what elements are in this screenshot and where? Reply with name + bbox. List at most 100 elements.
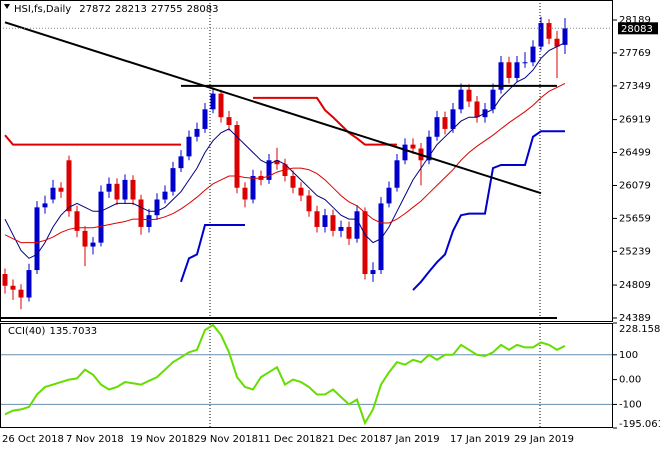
candle-body <box>562 28 568 45</box>
candle-body <box>290 175 296 188</box>
candle-body <box>322 215 328 227</box>
candle-body <box>90 242 96 247</box>
candle-body <box>426 136 432 161</box>
last-open: 27872 <box>79 4 111 15</box>
candle-body <box>554 38 560 47</box>
x-tick-label: 21 Dec 2018 <box>322 434 386 445</box>
x-tick-label: 17 Jan 2019 <box>450 434 510 445</box>
cci-last: 135.7033 <box>49 326 97 337</box>
candle-body <box>394 160 400 188</box>
candle-body <box>386 187 392 204</box>
candle-body <box>34 207 40 271</box>
y-tick-label: 27769 <box>619 48 651 59</box>
y-tick-label: -195.061 <box>619 419 660 430</box>
y-tick-label: 27349 <box>619 81 651 92</box>
chart-title: HSI,fs,Daily <box>14 4 71 15</box>
candle-body <box>250 175 256 200</box>
candle-body <box>10 285 16 290</box>
header-icon <box>4 4 10 9</box>
y-tick-label: 26919 <box>619 115 651 126</box>
x-tick-label: 29 Jan 2019 <box>514 434 574 445</box>
candle-body <box>474 101 480 118</box>
candle-body <box>274 160 280 165</box>
candle-body <box>498 62 504 90</box>
candle-body <box>490 89 496 110</box>
candle-body <box>538 23 544 47</box>
candle-body <box>330 215 336 231</box>
candle-body <box>146 215 152 227</box>
x-tick-label: 7 Jan 2019 <box>386 434 440 445</box>
candle-body <box>434 117 440 137</box>
y-tick-label: 26079 <box>619 180 651 191</box>
candle-body <box>26 270 32 298</box>
candle-body <box>346 226 352 239</box>
candle-body <box>114 183 120 200</box>
candle-body <box>2 274 8 286</box>
indicator-line <box>4 82 566 244</box>
candle-body <box>194 128 200 137</box>
candle-body <box>66 160 72 212</box>
indicator-line <box>180 130 565 291</box>
candle-body <box>42 203 48 208</box>
y-tick-label: 25659 <box>619 213 651 224</box>
last-low: 27755 <box>151 4 183 15</box>
last-close: 28083 <box>187 4 219 15</box>
candle-body <box>210 93 216 110</box>
candle-body <box>234 125 240 188</box>
candle-body <box>546 23 552 39</box>
candle-body <box>58 187 64 192</box>
candle-body <box>162 191 168 200</box>
candle-body <box>266 160 272 180</box>
x-tick-label: 19 Nov 2018 <box>130 434 194 445</box>
candle-body <box>202 109 208 129</box>
y-tick-label: 24809 <box>619 280 651 291</box>
candle-body <box>242 187 248 200</box>
chart-header: HSI,fs,Daily 27872 28213 27755 28083 <box>14 4 218 15</box>
indicator-line <box>4 96 397 146</box>
main-frame <box>0 0 613 322</box>
x-tick-label: 26 Oct 2018 <box>2 434 64 445</box>
candle-body <box>154 199 160 216</box>
candle-body <box>378 203 384 271</box>
x-tick-label: 7 Nov 2018 <box>66 434 124 445</box>
y-tick-label: -100 <box>619 399 642 410</box>
candle-body <box>218 93 224 118</box>
cci-frame <box>0 323 613 428</box>
candle-body <box>138 199 144 227</box>
y-tick-label: 0.00 <box>619 375 641 386</box>
last-high: 28213 <box>115 4 147 15</box>
candle-body <box>338 226 344 231</box>
candle-body <box>522 62 528 64</box>
candle-body <box>130 179 136 200</box>
candle-body <box>442 117 448 129</box>
candle-body <box>106 183 112 192</box>
candle-body <box>314 211 320 227</box>
candle-body <box>458 89 464 110</box>
price-box-label: 28083 <box>621 24 653 35</box>
candle-body <box>226 117 232 126</box>
candle-body <box>98 191 104 243</box>
candle-body <box>170 168 176 192</box>
candle-body <box>410 144 416 149</box>
plot-layer: 28189 27769 27349 26919 26499 26079 25659 25239… <box>0 15 660 445</box>
candle-body <box>362 211 368 275</box>
candle-body <box>18 289 24 298</box>
x-tick-label: 29 Nov 2018 <box>194 434 258 445</box>
indicator-line <box>4 42 566 259</box>
candle-body <box>370 270 376 275</box>
candle-body <box>298 187 304 196</box>
cci-title: CCI(40) <box>8 326 46 337</box>
y-tick-label: 25239 <box>619 246 651 257</box>
candle-body <box>514 62 520 78</box>
price-box <box>618 22 658 35</box>
candle-body <box>354 211 360 239</box>
candle-body <box>506 62 512 78</box>
candle-body <box>450 109 456 129</box>
candle-body <box>122 179 128 200</box>
candle-body <box>82 230 88 247</box>
y-tick-label: 24389 <box>619 313 651 324</box>
candle-body <box>50 187 56 200</box>
y-tick-label: 100 <box>619 350 638 361</box>
